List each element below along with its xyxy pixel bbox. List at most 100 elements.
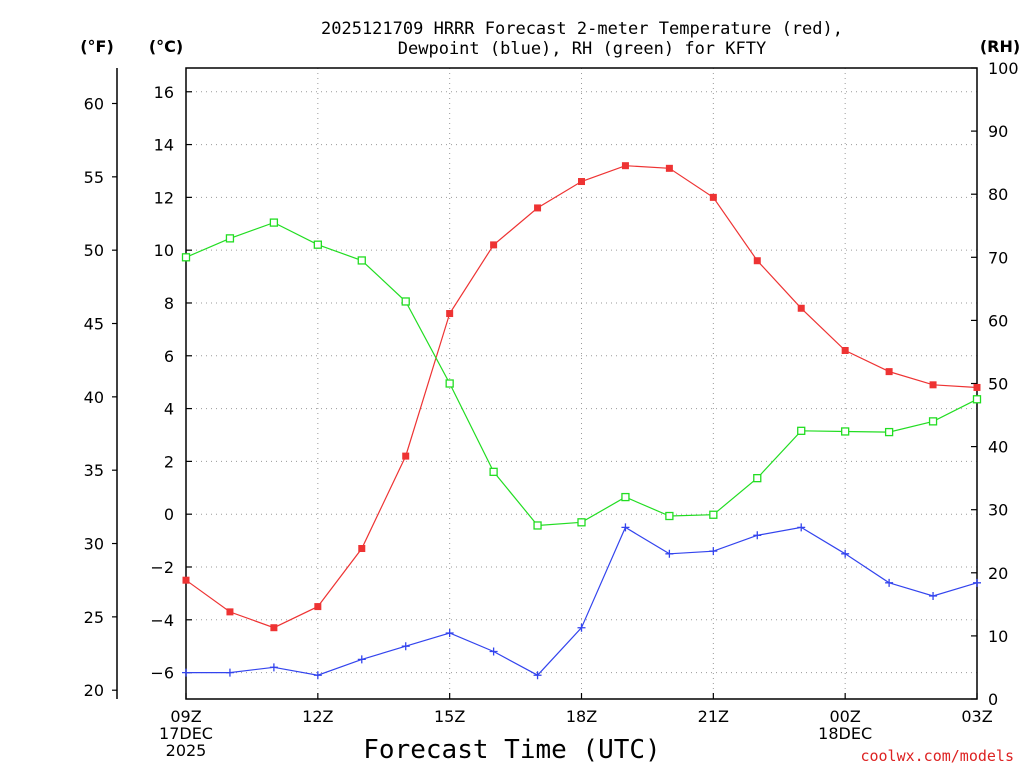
rh-point — [841, 427, 850, 436]
dewpoint-point — [313, 671, 322, 680]
rh-tick-label: 30 — [988, 501, 1008, 520]
celsius-tick-label: 0 — [164, 505, 174, 524]
axes: −6−4−20246810121416202530354045505560010… — [84, 59, 1019, 760]
rh-point — [753, 473, 762, 483]
temperature-point — [534, 204, 542, 212]
rh-tick-label: 0 — [988, 690, 998, 709]
x-tick-label: 21Z — [698, 707, 729, 726]
temperature-point — [841, 346, 849, 354]
rh-tick-label: 90 — [988, 122, 1008, 141]
rh-point — [445, 379, 454, 388]
x-tick-label: 18DEC — [818, 724, 872, 743]
rh-point — [928, 417, 938, 426]
temperature-point — [973, 383, 981, 391]
rh-point — [797, 426, 806, 435]
rh-tick-label: 100 — [988, 59, 1019, 78]
x-axis-label: Forecast Time (UTC) — [363, 735, 660, 765]
temperature-point — [797, 304, 805, 312]
dewpoint-point — [489, 647, 498, 656]
celsius-tick-label: 14 — [154, 136, 174, 155]
dewpoint-point — [621, 523, 630, 532]
temperature-point — [314, 603, 322, 611]
dewpoint-point — [753, 531, 762, 540]
x-tick-label: 17DEC — [159, 724, 213, 743]
rh-tick-label: 20 — [988, 564, 1008, 583]
x-tick-label: 12Z — [302, 707, 333, 726]
temperature-point — [578, 178, 585, 186]
temperature-point — [885, 368, 893, 376]
dewpoint-point — [269, 663, 278, 672]
dewpoint-point — [665, 549, 674, 558]
x-tick-label: 15Z — [434, 707, 465, 726]
celsius-tick-label: 2 — [164, 452, 174, 471]
rh-point — [709, 510, 718, 519]
celsius-tick-label: −6 — [150, 664, 174, 683]
chart-title-line-1: 2025121709 HRRR Forecast 2-meter Tempera… — [321, 19, 843, 39]
rh-tick-label: 70 — [988, 248, 1008, 267]
x-tick-label: 2025 — [166, 741, 207, 760]
rh-tick-label: 80 — [988, 185, 1008, 204]
dewpoint-point — [533, 671, 542, 680]
fahrenheit-tick-label: 20 — [84, 681, 104, 700]
rh-point — [401, 297, 410, 306]
dewpoint-point — [929, 592, 938, 601]
rh-point — [225, 234, 235, 243]
rh-point — [884, 427, 894, 437]
rh-point — [489, 467, 498, 476]
rh-tick-label: 60 — [988, 311, 1008, 330]
celsius-tick-label: −4 — [150, 611, 174, 630]
temperature-point — [665, 164, 673, 172]
temperature-point — [929, 381, 937, 389]
x-tick-label: 03Z — [961, 707, 992, 726]
rh-point — [533, 521, 542, 530]
dewpoint-point — [357, 655, 366, 664]
celsius-tick-label: 10 — [154, 241, 174, 260]
series-layer — [181, 162, 982, 680]
fahrenheit-tick-label: 35 — [84, 461, 104, 480]
dewpoint-point — [797, 523, 806, 532]
fahrenheit-tick-label: 30 — [84, 535, 104, 554]
temperature-point — [270, 624, 278, 632]
dewpoint-point — [841, 549, 850, 558]
x-tick-label: 09Z — [170, 707, 201, 726]
rh-point — [577, 518, 586, 527]
rh-point — [972, 395, 982, 404]
rh-point — [357, 256, 366, 265]
dewpoint-point — [445, 628, 454, 637]
fahrenheit-unit-label: (°F) — [80, 37, 114, 56]
temperature-point — [182, 576, 190, 584]
celsius-unit-label: (°C) — [149, 37, 183, 56]
fahrenheit-tick-label: 40 — [84, 388, 104, 407]
rh-point — [181, 253, 191, 262]
x-tick-label: 18Z — [566, 707, 597, 726]
temperature-point — [226, 608, 234, 616]
dewpoint-point — [577, 623, 586, 632]
celsius-tick-label: 4 — [164, 400, 174, 419]
rh-unit-label: (RH) — [980, 37, 1020, 56]
rh-point — [621, 492, 630, 502]
temperature-point — [490, 241, 498, 249]
celsius-tick-label: 6 — [164, 347, 174, 366]
dewpoint-point — [885, 578, 894, 587]
fahrenheit-tick-label: 25 — [84, 608, 104, 627]
dewpoint-point — [182, 668, 190, 677]
rh-point — [665, 511, 674, 521]
temperature-point — [358, 545, 366, 553]
celsius-tick-label: 12 — [154, 188, 174, 207]
x-tick-label: 00Z — [830, 707, 861, 726]
temperature-point — [621, 162, 629, 170]
dewpoint-point — [225, 668, 234, 677]
credit-text: coolwx.com/models — [860, 747, 1014, 765]
dewpoint-point — [401, 642, 410, 651]
dewpoint-point — [973, 578, 981, 587]
rh-point — [313, 240, 322, 249]
fahrenheit-tick-label: 50 — [84, 241, 104, 260]
celsius-tick-label: 8 — [164, 294, 174, 313]
rh-point — [269, 218, 279, 227]
temperature-point — [709, 193, 717, 201]
temperature-point — [402, 452, 410, 460]
temperature-point — [753, 257, 761, 265]
fahrenheit-tick-label: 45 — [84, 315, 104, 334]
